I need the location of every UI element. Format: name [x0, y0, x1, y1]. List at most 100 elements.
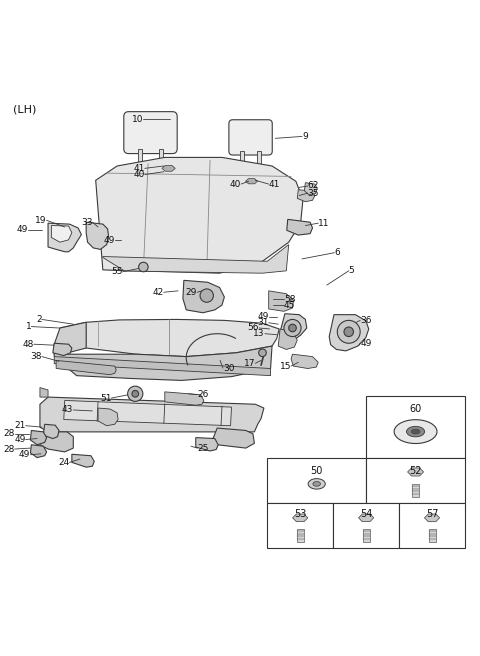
Polygon shape	[304, 182, 317, 195]
Polygon shape	[48, 223, 82, 252]
Text: 24: 24	[58, 458, 70, 467]
Polygon shape	[103, 245, 288, 273]
Polygon shape	[60, 319, 279, 357]
Text: 35: 35	[308, 189, 319, 197]
Text: 38: 38	[30, 352, 42, 361]
Ellipse shape	[308, 479, 325, 489]
Text: 62: 62	[308, 182, 319, 190]
Polygon shape	[291, 354, 318, 369]
Circle shape	[132, 390, 139, 397]
Bar	[240, 151, 244, 168]
Polygon shape	[51, 226, 72, 242]
Ellipse shape	[394, 420, 437, 443]
Circle shape	[344, 327, 353, 337]
Polygon shape	[40, 388, 48, 397]
Text: 6: 6	[335, 248, 340, 257]
Text: 41: 41	[133, 164, 145, 173]
Circle shape	[139, 262, 148, 272]
Text: 43: 43	[62, 405, 73, 415]
Text: 2: 2	[36, 315, 42, 324]
Bar	[267, 503, 333, 548]
Text: 42: 42	[153, 288, 164, 297]
Bar	[333, 503, 399, 548]
Polygon shape	[30, 430, 47, 445]
Text: 15: 15	[279, 361, 291, 371]
Bar	[366, 458, 465, 503]
Polygon shape	[72, 455, 94, 467]
Circle shape	[128, 386, 143, 401]
Polygon shape	[408, 468, 423, 476]
Polygon shape	[165, 392, 204, 405]
Text: 49: 49	[16, 225, 27, 234]
Text: 33: 33	[81, 218, 92, 227]
Ellipse shape	[411, 429, 420, 434]
Polygon shape	[329, 315, 369, 351]
Text: 49: 49	[19, 450, 30, 459]
Ellipse shape	[168, 165, 176, 169]
Text: 40: 40	[133, 170, 145, 179]
Text: 28: 28	[3, 445, 15, 453]
Text: 29: 29	[186, 288, 197, 297]
Text: 48: 48	[23, 340, 34, 349]
Text: 9: 9	[302, 132, 308, 141]
Polygon shape	[96, 157, 303, 273]
Text: 55: 55	[111, 267, 123, 276]
Ellipse shape	[407, 426, 425, 437]
Text: 53: 53	[294, 508, 306, 519]
Bar	[399, 503, 465, 548]
Text: 36: 36	[360, 316, 372, 325]
Text: 49: 49	[257, 312, 269, 321]
Polygon shape	[269, 291, 293, 312]
Polygon shape	[359, 514, 374, 522]
Text: 19: 19	[35, 216, 47, 225]
Text: 57: 57	[426, 508, 438, 519]
Text: 58: 58	[284, 295, 295, 304]
Bar	[250, 181, 253, 196]
Polygon shape	[98, 408, 118, 426]
Bar	[366, 396, 465, 458]
Bar	[159, 149, 163, 168]
Polygon shape	[53, 343, 72, 356]
Text: 52: 52	[409, 466, 422, 476]
Bar	[47, 428, 54, 434]
Circle shape	[284, 319, 301, 337]
Text: 5: 5	[349, 266, 355, 276]
Text: 30: 30	[223, 363, 234, 373]
Text: 51: 51	[100, 394, 111, 403]
Polygon shape	[278, 329, 297, 350]
FancyBboxPatch shape	[124, 112, 177, 154]
Text: 26: 26	[197, 390, 209, 400]
Text: 13: 13	[253, 329, 265, 338]
Bar	[267, 458, 366, 503]
Polygon shape	[183, 280, 224, 313]
Text: 49: 49	[360, 338, 372, 348]
Text: 28: 28	[3, 429, 15, 438]
Bar	[412, 484, 419, 497]
Polygon shape	[40, 432, 73, 452]
Polygon shape	[86, 222, 108, 249]
Polygon shape	[287, 219, 312, 235]
Circle shape	[337, 320, 360, 343]
Polygon shape	[196, 438, 218, 451]
Polygon shape	[54, 322, 86, 354]
Polygon shape	[40, 397, 264, 432]
Text: 40: 40	[229, 180, 241, 188]
Circle shape	[259, 349, 266, 357]
Text: 50: 50	[311, 466, 323, 476]
Polygon shape	[297, 190, 315, 201]
Text: 1: 1	[25, 322, 31, 331]
FancyBboxPatch shape	[229, 120, 272, 155]
Polygon shape	[293, 514, 308, 522]
Text: 41: 41	[269, 180, 280, 188]
Text: (LH): (LH)	[13, 104, 36, 114]
Text: 31: 31	[257, 318, 269, 327]
Bar	[297, 529, 304, 542]
Bar	[138, 149, 142, 168]
Polygon shape	[162, 165, 175, 171]
Text: 60: 60	[409, 404, 422, 414]
Polygon shape	[245, 178, 258, 184]
Polygon shape	[64, 400, 231, 426]
Polygon shape	[213, 428, 254, 448]
Polygon shape	[54, 344, 272, 380]
Circle shape	[200, 289, 214, 302]
